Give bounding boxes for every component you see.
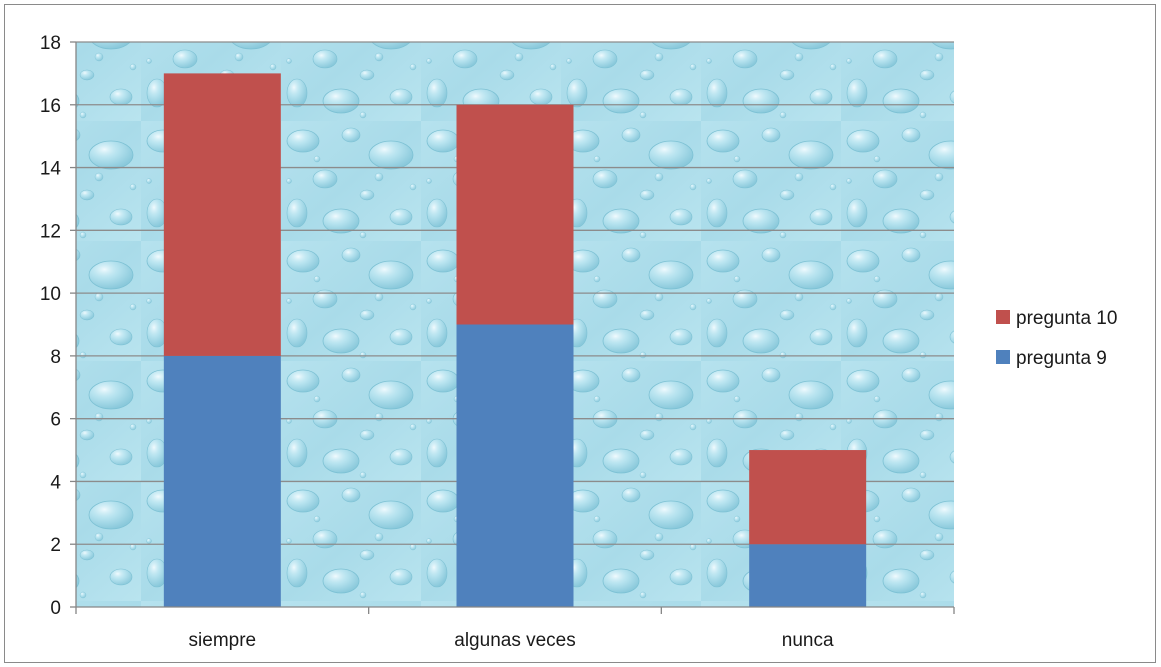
x-tick-label: algunas veces xyxy=(454,630,575,651)
y-tick-label: 14 xyxy=(40,159,62,180)
x-tick-label: siempre xyxy=(189,630,257,651)
bar-pregunta-10-1 xyxy=(456,104,574,325)
y-tick-label: 16 xyxy=(40,96,61,117)
legend-swatch xyxy=(996,350,1010,364)
bar-pregunta-9-2 xyxy=(749,544,867,607)
bar-pregunta-10-2 xyxy=(749,450,867,545)
y-tick-label: 10 xyxy=(40,284,61,305)
y-tick-label: 6 xyxy=(50,410,61,431)
stacked-bar-chart: 0 2 4 6 8 10 12 14 16 18 siempre algunas veces nunc… xyxy=(40,33,1118,651)
chart-frame: 0 2 4 6 8 10 12 14 16 18 siempre algunas veces nunc… xyxy=(4,4,1156,663)
x-tick-label: nunca xyxy=(782,630,834,651)
y-tick-label: 18 xyxy=(40,33,61,54)
bars xyxy=(163,73,867,607)
legend-label: pregunta 10 xyxy=(1016,308,1117,329)
y-tick-labels: 0 2 4 6 8 10 12 14 16 18 xyxy=(40,33,62,619)
bar-pregunta-9-0 xyxy=(163,355,281,607)
legend-swatch xyxy=(996,310,1010,324)
y-tick-label: 12 xyxy=(40,221,61,242)
x-tick-labels: siempre algunas veces nunca xyxy=(189,630,834,651)
bar-pregunta-10-0 xyxy=(163,73,281,356)
axes xyxy=(70,41,955,614)
legend-label: pregunta 9 xyxy=(1016,348,1107,369)
y-tick-label: 2 xyxy=(50,535,61,556)
y-tick-label: 4 xyxy=(50,472,61,493)
legend: pregunta 10 pregunta 9 xyxy=(996,308,1117,369)
y-tick-label: 0 xyxy=(50,598,61,619)
bar-pregunta-9-1 xyxy=(456,324,574,607)
y-tick-label: 8 xyxy=(50,347,61,368)
